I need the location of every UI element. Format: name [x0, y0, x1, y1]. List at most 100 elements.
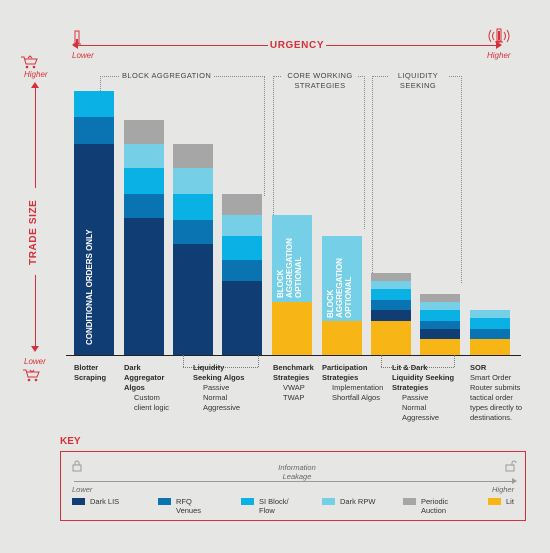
bar-segment-rfq: [371, 299, 411, 311]
info-leakage-label: Information Leakage: [278, 463, 316, 481]
legend-swatch-rfq: [158, 498, 171, 505]
lock-open-icon: [505, 459, 517, 472]
leader-lit-dark-h: [381, 367, 454, 368]
bar-segment-dark-lis: [222, 281, 262, 355]
urgency-high-icon: [488, 28, 510, 46]
leader-liquidity-seeking: [183, 355, 184, 367]
bar-segment-periodic-auction: [124, 120, 164, 144]
bar-segment-si-block: [470, 318, 510, 329]
overlay-participation-3: OPTIONAL: [344, 276, 353, 318]
bar-segment-si-block: [74, 91, 114, 118]
bar-segment-si-block: [371, 289, 411, 300]
bar-segment-rfq: [124, 193, 164, 218]
bar-segment-dark-rpw: [272, 215, 312, 303]
category-sor: SOR Smart Order Router submits tactical …: [470, 363, 523, 422]
trade-size-arrow-up: [31, 82, 39, 88]
group-label-liquidity-1: LIQUIDITY: [388, 71, 448, 80]
category-liquidity-seeking: Liquidity Seeking Algos Passive Normal A…: [193, 363, 245, 412]
urgency-arrow-left: [72, 41, 78, 49]
legend-label-lit: Lit: [506, 497, 514, 506]
trade-size-high-icon: [20, 55, 38, 69]
legend-swatch-lit: [488, 498, 501, 505]
bracket-core-working: [273, 76, 365, 229]
urgency-axis-line-right: [326, 45, 496, 46]
bar-segment-rfq: [470, 328, 510, 340]
bar-segment-si-block: [420, 310, 460, 321]
bar-segment-dark-rpw: [124, 143, 164, 168]
bar-segment-dark-rpw: [371, 281, 411, 290]
bar-segment-dark-rpw: [173, 167, 213, 194]
bar-segment-lit: [272, 302, 312, 355]
bar-segment-rfq: [74, 117, 114, 144]
bar-liquidity-seeking: [173, 143, 213, 355]
leakage-axis-line: [74, 481, 514, 482]
legend-label-dark-lis: Dark LIS: [90, 497, 120, 506]
bar-segment-lit: [371, 320, 411, 355]
bracket-block-aggregation-right: [264, 76, 265, 196]
bar-segment-dark-lis: [74, 143, 114, 355]
overlay-benchmark-3: OPTIONAL: [294, 256, 303, 298]
legend-swatch-dark-rpw: [322, 498, 335, 505]
leakage-lower-label: Lower: [72, 485, 93, 494]
bar-segment-lit: [470, 339, 510, 355]
bar-segment-dark-rpw: [470, 310, 510, 319]
bar-liquidity-seeking-2: [222, 194, 262, 355]
bar-segment-periodic-auction: [371, 273, 411, 282]
legend-label-periodic-auction: Periodic Auction: [421, 497, 449, 515]
lock-closed-icon: [72, 459, 82, 472]
leader-lit-dark-r: [454, 355, 455, 367]
category-lit-dark: Lit & Dark Liquidity Seeking Strategies …: [392, 363, 455, 422]
bar-segment-dark-lis: [371, 310, 411, 321]
bar-segment-rfq: [420, 320, 460, 329]
legend-label-rfq: RFQ Venues: [176, 497, 202, 515]
bar-segment-periodic-auction: [420, 294, 460, 303]
trade-size-higher-label: Higher: [24, 70, 48, 79]
bar-segment-periodic-auction: [173, 143, 213, 168]
category-participation: Participation Strategies Implementation …: [322, 363, 384, 402]
legend-swatch-periodic-auction: [403, 498, 416, 505]
bar-segment-dark-lis: [173, 244, 213, 355]
bar-segment-dark-rpw: [222, 215, 262, 237]
bar-sor: [470, 310, 510, 355]
bracket-liquidity-seeking: [372, 76, 462, 283]
urgency-higher-label: Higher: [487, 51, 511, 60]
key-box: [60, 451, 526, 521]
category-benchmark: Benchmark Strategies VWAP TWAP: [273, 363, 314, 402]
bar-dark-aggregator: [124, 120, 164, 355]
legend-label-dark-rpw: Dark RPW: [340, 497, 376, 506]
bar-segment-dark-lis: [420, 328, 460, 340]
bar-segment-rfq: [173, 220, 213, 245]
urgency-axis-line: [78, 45, 268, 46]
category-dark-aggregator: Dark Aggregator Algos Custom client logi…: [124, 363, 170, 412]
leader-liquidity-seeking-r: [258, 355, 259, 367]
urgency-lower-label: Lower: [72, 51, 94, 60]
bar-segment-lit: [322, 320, 362, 355]
trade-size-title: TRADE SIZE: [28, 199, 39, 265]
legend-label-si-block: SI Block/Flow: [259, 497, 289, 515]
trade-size-axis-line-top: [35, 88, 36, 188]
leader-lit-dark: [381, 355, 382, 367]
leader-liquidity-seeking-h: [183, 367, 258, 368]
bar-segment-si-block: [222, 236, 262, 260]
group-label-liquidity-2: SEEKING: [388, 81, 448, 90]
trade-size-arrow-down: [31, 346, 39, 352]
bar-blotter-scraping: [74, 91, 114, 355]
bar-participation: [322, 236, 362, 355]
trade-size-lower-label: Lower: [24, 357, 46, 366]
bar-segment-si-block: [173, 193, 213, 221]
bar-segment-periodic-auction: [222, 194, 262, 216]
bar-segment-dark-rpw: [322, 236, 362, 321]
leakage-higher-label: Higher: [492, 485, 515, 494]
key-title: KEY: [60, 436, 81, 447]
bar-benchmark: [272, 215, 312, 355]
bar-segment-lit: [420, 339, 460, 355]
bar-lit-dark-2: [420, 294, 460, 355]
bar-segment-dark-rpw: [420, 302, 460, 311]
category-blotter-scraping: Blotter Scraping: [74, 363, 107, 382]
trade-size-axis-line-bottom: [35, 275, 36, 347]
group-label-core-working-1: CORE WORKING: [282, 71, 358, 80]
leakage-arrowhead: [512, 478, 517, 484]
group-label-core-working-2: STRATEGIES: [282, 81, 358, 90]
legend-swatch-si-block: [241, 498, 254, 505]
chart-baseline: [66, 355, 521, 356]
